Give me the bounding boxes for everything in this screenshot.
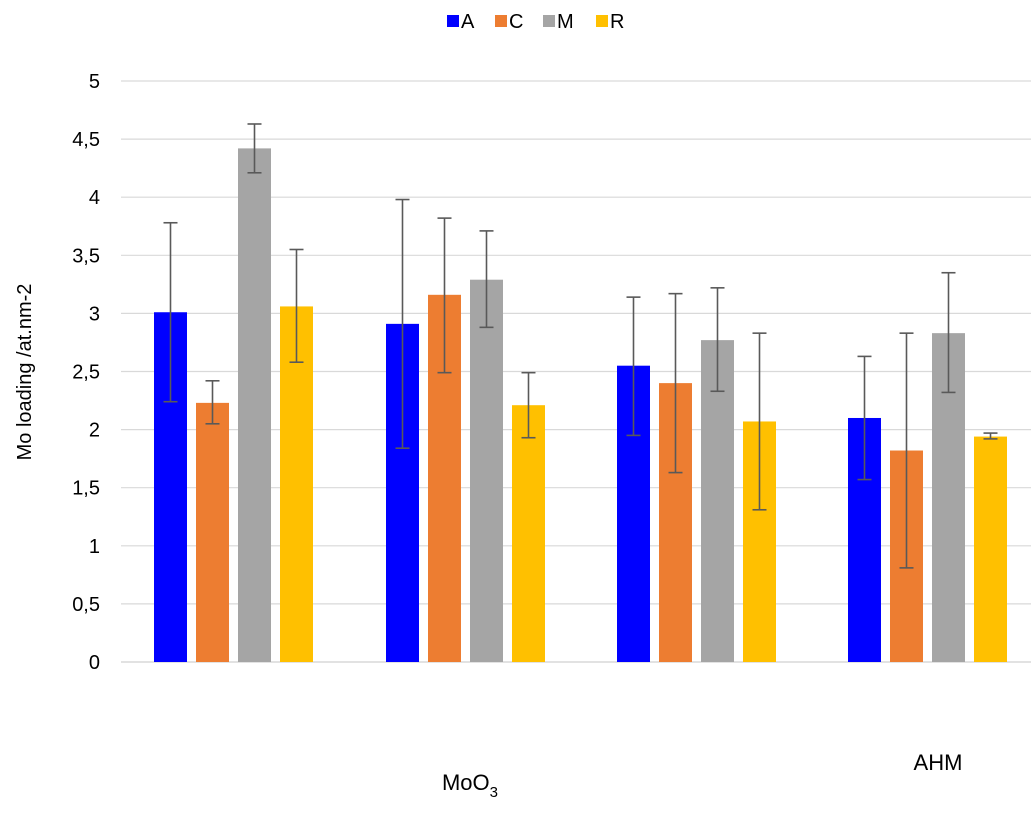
error-bars xyxy=(163,123,998,569)
y-tick-label: 0 xyxy=(89,652,100,674)
legend-label-m: M xyxy=(557,11,574,33)
bar-m-2 xyxy=(470,279,503,662)
bar-r-4 xyxy=(974,436,1007,662)
group-label-moo3-main: MoO xyxy=(442,770,490,795)
y-tick-label: 2,5 xyxy=(72,362,100,384)
bar-r-1 xyxy=(280,306,313,662)
legend-swatch-a xyxy=(447,15,459,27)
y-tick-label: 4 xyxy=(89,187,100,209)
group-label-moo3-sub: 3 xyxy=(490,784,498,801)
y-tick-label: 0,5 xyxy=(72,594,100,616)
bar-m-3 xyxy=(701,340,734,662)
legend-label-c: C xyxy=(509,11,523,33)
bars xyxy=(154,148,1007,662)
legend-swatch-m xyxy=(543,15,555,27)
y-axis-title: Mo loading /at.nm-2 xyxy=(14,284,36,461)
y-tick-label: 3,5 xyxy=(72,245,100,267)
bar-c-1 xyxy=(196,402,229,662)
y-tick-label: 1 xyxy=(89,536,100,558)
bar-m-1 xyxy=(238,148,271,662)
legend-swatch-c xyxy=(495,15,507,27)
bar-r-2 xyxy=(512,405,545,662)
y-tick-label: 2 xyxy=(89,420,100,442)
y-tick-label: 3 xyxy=(89,303,100,325)
y-axis-ticks: 0 0,5 1 1,5 2 2,5 3 3,5 4 4,5 5 xyxy=(72,71,100,674)
legend-swatch-r xyxy=(596,15,608,27)
y-tick-label: 1,5 xyxy=(72,478,100,500)
legend-label-a: A xyxy=(461,11,475,33)
group-label-ahm: AHM xyxy=(914,750,963,775)
group-label-moo3: MoO3 xyxy=(442,770,498,801)
y-tick-label: 5 xyxy=(89,71,100,93)
legend-label-r: R xyxy=(610,11,624,33)
grid-lines xyxy=(121,80,1031,663)
y-tick-label: 4,5 xyxy=(72,129,100,151)
